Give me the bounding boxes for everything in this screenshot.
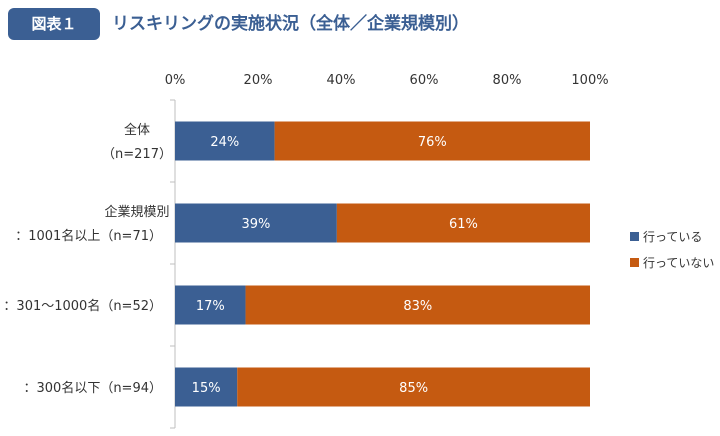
bar-segment-yes (175, 285, 246, 325)
bar-data-label: 17% (196, 299, 225, 314)
bar-segment-no (237, 367, 590, 407)
bar-data-label: 83% (403, 299, 432, 314)
category-label: ：301～1000名（n=52） (3, 298, 162, 314)
legend-label: 行っている (643, 230, 702, 244)
bar-data-label: 61% (449, 217, 478, 232)
x-tick-label: 100% (571, 73, 608, 88)
legend-swatch-yes (630, 232, 639, 241)
legend-label: 行っていない (643, 256, 714, 270)
bar-segment-yes (175, 203, 337, 243)
x-tick-label: 20% (244, 73, 273, 88)
bar-segment-yes (175, 367, 238, 407)
category-label: 企業規模別 (104, 204, 169, 220)
bar-data-label: 24% (210, 135, 239, 150)
bar-segment-no (336, 203, 590, 243)
category-label: ：300名以下（n=94） (24, 380, 163, 396)
bar-data-label: 85% (399, 381, 428, 396)
bar-data-label: 76% (418, 135, 447, 150)
figure-badge: 図表１ (8, 8, 100, 40)
bar-data-label: 15% (192, 381, 221, 396)
category-label: （n=217） (102, 147, 172, 162)
category-label: ：1001名以上（n=71） (15, 228, 162, 244)
bar-segment-no (274, 121, 590, 161)
bar-data-label: 39% (241, 217, 270, 232)
x-tick-label: 40% (327, 73, 356, 88)
x-tick-label: 0% (165, 73, 186, 88)
category-label: 全体 (124, 122, 150, 138)
bar-segment-no (245, 285, 591, 325)
x-tick-label: 60% (410, 73, 439, 88)
legend-swatch-no (630, 258, 639, 267)
bar-segment-yes (175, 121, 275, 161)
x-tick-label: 80% (493, 73, 522, 88)
chart-title: リスキリングの実施状況（全体／企業規模別） (112, 14, 469, 34)
